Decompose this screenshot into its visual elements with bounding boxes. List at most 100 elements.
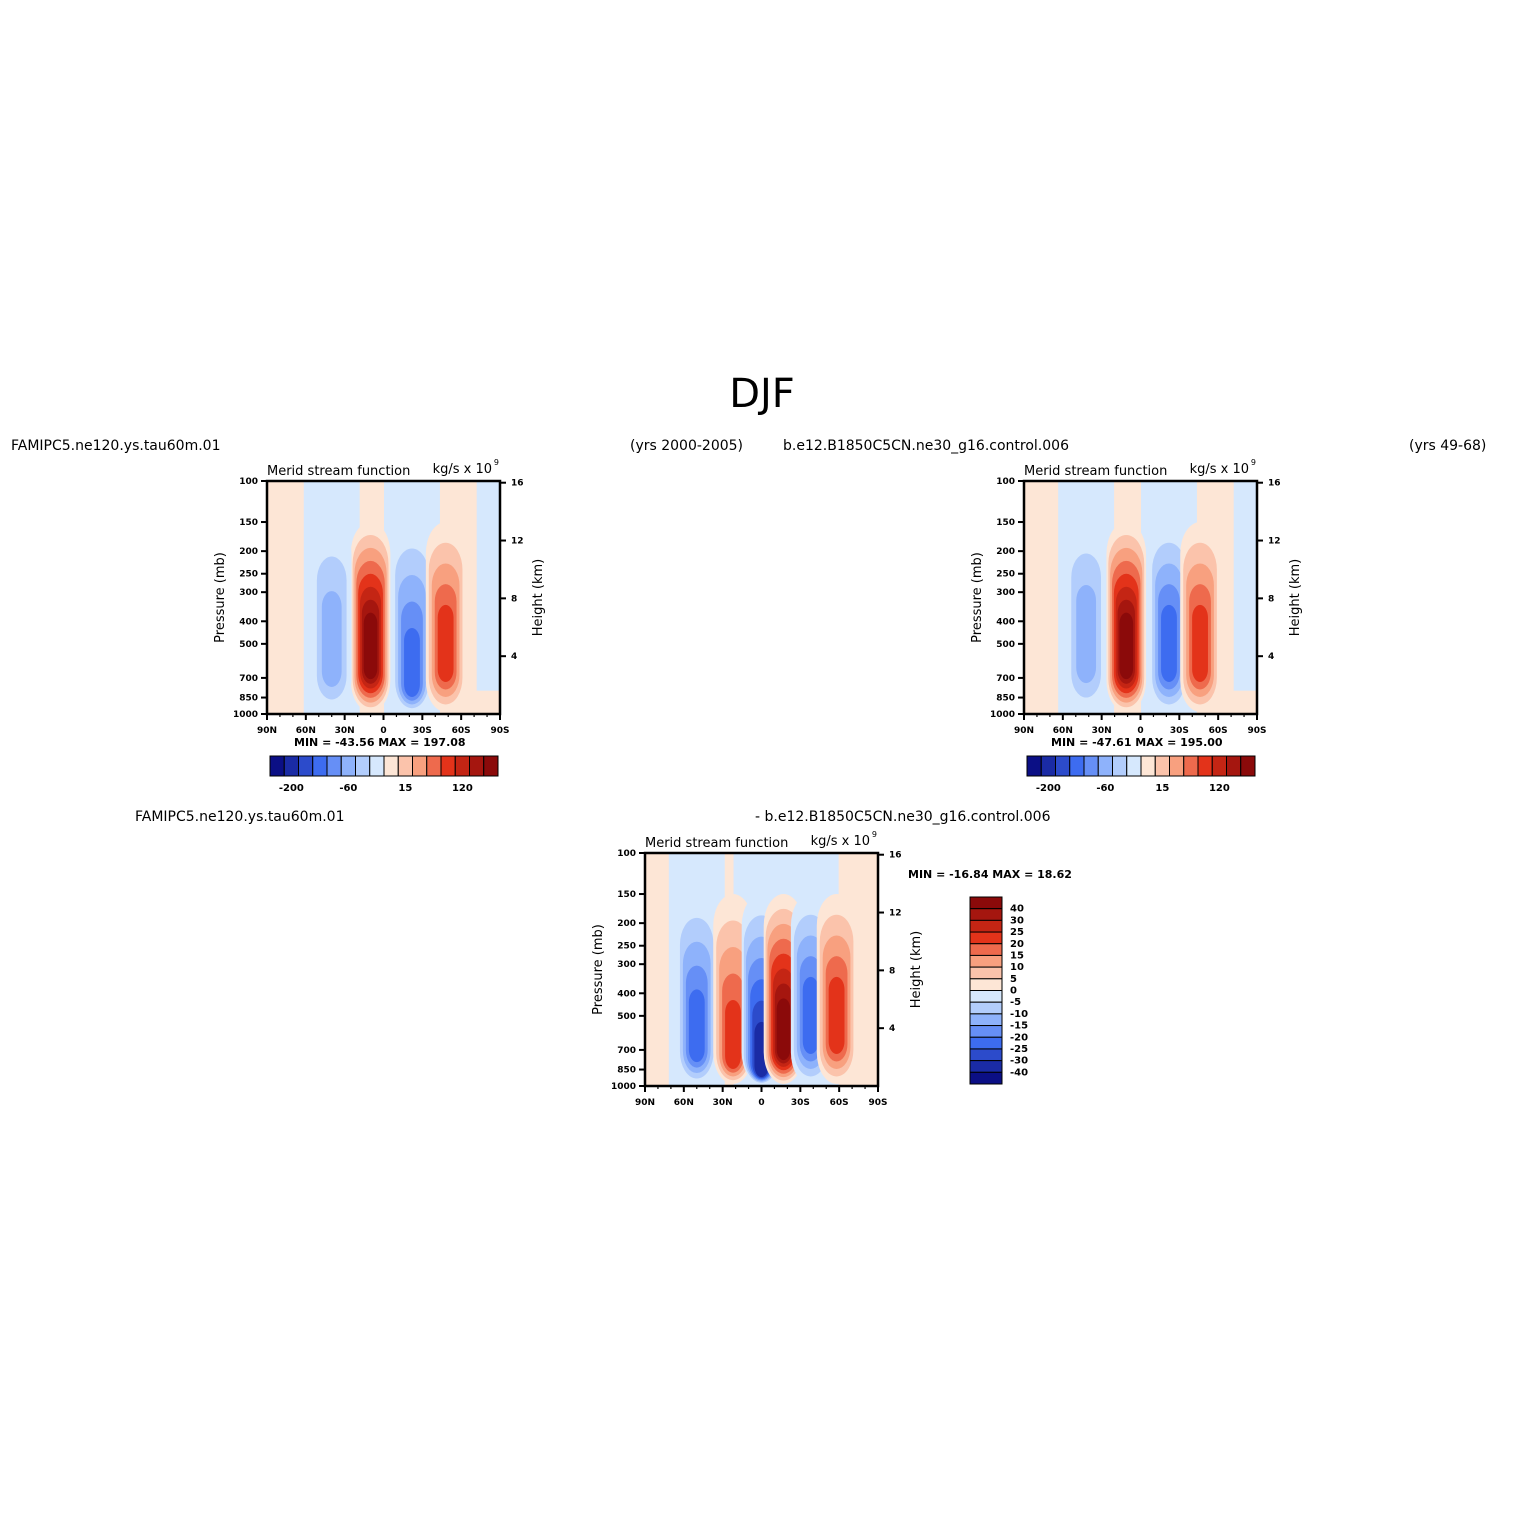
x-tick-label: 90N xyxy=(1014,726,1034,736)
colorbar-box xyxy=(1211,755,1227,777)
x-tick-label: 0 xyxy=(380,726,386,736)
colorbar-tick-label: -200 xyxy=(279,783,304,794)
y-tick-label: 400 xyxy=(996,617,1015,627)
y-right-tick-label: 4 xyxy=(1268,652,1274,662)
colorbar-tick-label: 25 xyxy=(1010,927,1024,938)
colorbar-box xyxy=(1154,755,1170,777)
units-label: kg/s x 10 xyxy=(1190,462,1249,477)
contour-level-2-4 xyxy=(1161,604,1177,682)
colorbar-tick-label: 40 xyxy=(1010,904,1024,915)
colorbar-tick-label: 30 xyxy=(1010,915,1024,926)
x-tick-label: 90S xyxy=(1247,726,1266,736)
y-tick-label: 500 xyxy=(239,640,258,650)
x-tick-label: 30N xyxy=(713,1098,733,1108)
colorbar-tick-label: 15 xyxy=(1010,950,1024,961)
plot-area xyxy=(645,853,878,1086)
y-tick-label: 200 xyxy=(996,547,1015,557)
y-tick-label: 1000 xyxy=(990,710,1015,720)
x-tick-label: 90N xyxy=(635,1098,655,1108)
y-right-tick-label: 8 xyxy=(511,594,517,604)
colorbar-box xyxy=(969,943,1003,956)
y-tick-label: 150 xyxy=(239,518,258,528)
plot-area xyxy=(1024,481,1257,714)
colorbar-box xyxy=(969,1025,1003,1038)
plot-title: Merid stream function xyxy=(1024,464,1167,479)
colorbar-tick-label: -40 xyxy=(1010,1067,1028,1078)
y-tick-label: 100 xyxy=(239,477,258,487)
colorbar-box xyxy=(969,919,1003,933)
colorbar-tick-label: -20 xyxy=(1010,1032,1028,1043)
x-tick-label: 90N xyxy=(257,726,277,736)
y-tick-label: 250 xyxy=(617,942,636,952)
contour-level-1-4 xyxy=(725,1000,741,1069)
y-tick-label: 100 xyxy=(996,477,1015,487)
units-exponent: 9 xyxy=(1251,458,1256,467)
y-tick-label: 100 xyxy=(617,849,636,859)
colorbar-box xyxy=(969,1001,1003,1015)
y-tick-label: 400 xyxy=(617,989,636,999)
y-right-tick-label: 16 xyxy=(511,479,524,489)
colorbar-box xyxy=(469,755,485,777)
colorbar-box xyxy=(1040,755,1056,777)
colorbar-box xyxy=(969,1060,1003,1073)
y-right-tick-label: 16 xyxy=(889,851,902,861)
panel-2-plot: Merid stream function kg/s x 10 9 100 150 200… xyxy=(970,458,1303,794)
colorbar-box xyxy=(1169,755,1185,777)
polar-region xyxy=(476,481,500,691)
y-tick-label: 700 xyxy=(617,1046,636,1056)
colorbar-tick-label: 0 xyxy=(1010,986,1017,997)
colorbar-box xyxy=(969,1071,1003,1085)
panel-3-case-name: FAMIPC5.ne120.ys.tau60m.01 xyxy=(135,809,344,825)
colorbar-box xyxy=(1055,755,1071,777)
units-exponent: 9 xyxy=(872,830,877,839)
min-max-label: MIN = -43.56 MAX = 197.08 xyxy=(294,736,466,749)
panel-1-plot: Merid stream function kg/s x 10 9100150200… xyxy=(213,458,546,794)
y-right-axis-label: Height (km) xyxy=(531,559,546,636)
y-tick-label: 200 xyxy=(239,547,258,557)
colorbar-tick-label: -200 xyxy=(1036,783,1061,794)
colorbar-box xyxy=(969,908,1003,921)
colorbar-box xyxy=(269,755,285,777)
colorbar-tick-label: 120 xyxy=(452,783,473,794)
colorbar-tick-label: 15 xyxy=(398,783,412,794)
colorbar-box xyxy=(383,755,399,777)
panel-2-years: (yrs 49-68) xyxy=(1409,438,1486,454)
colorbar-box xyxy=(312,755,328,777)
x-tick-label: 60N xyxy=(674,1098,694,1108)
colorbar-box xyxy=(340,755,356,777)
colorbar-box xyxy=(1083,755,1099,777)
colorbar-box xyxy=(426,755,442,777)
x-tick-label: 30S xyxy=(791,1098,810,1108)
y-right-tick-label: 4 xyxy=(511,652,517,662)
colorbar-box xyxy=(1140,755,1156,777)
colorbar-tick-label: 15 xyxy=(1155,783,1169,794)
colorbar-tick-label: -5 xyxy=(1010,997,1021,1008)
y-tick-label: 850 xyxy=(239,694,258,704)
y-axis-label: Pressure (mb) xyxy=(591,924,606,1015)
y-tick-label: 400 xyxy=(239,617,258,627)
contour-level-0-4 xyxy=(688,989,705,1063)
polar-region xyxy=(1233,481,1257,691)
y-tick-label: 150 xyxy=(996,518,1015,528)
y-right-tick-label: 8 xyxy=(1268,594,1274,604)
plot-title: Merid stream function xyxy=(267,464,410,479)
colorbar-box xyxy=(969,978,1003,991)
colorbar-tick-label: 120 xyxy=(1209,783,1230,794)
colorbar-box xyxy=(355,755,371,777)
colorbar-box xyxy=(1197,755,1213,777)
colorbar-box xyxy=(969,990,1003,1003)
x-tick-label: 90S xyxy=(868,1098,887,1108)
y-tick-label: 700 xyxy=(996,674,1015,684)
y-right-tick-label: 12 xyxy=(889,909,902,919)
x-tick-label: 30S xyxy=(413,726,432,736)
colorbar-box xyxy=(369,755,385,777)
y-tick-label: 1000 xyxy=(611,1082,636,1092)
y-tick-label: 150 xyxy=(617,890,636,900)
panel-2-case-name: b.e12.B1850C5CN.ne30_g16.control.006 xyxy=(783,438,1069,454)
y-right-tick-label: 12 xyxy=(1268,537,1281,547)
x-tick-label: 60S xyxy=(1209,726,1228,736)
colorbar-box xyxy=(1069,755,1085,777)
colorbar-tick-label: -15 xyxy=(1010,1021,1028,1032)
colorbar-box xyxy=(326,755,342,777)
